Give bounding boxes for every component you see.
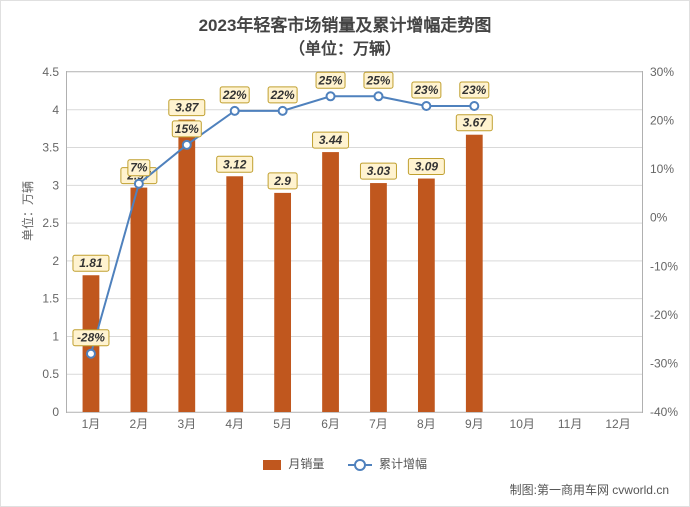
line-marker bbox=[231, 107, 239, 115]
svg-text:12月: 12月 bbox=[605, 417, 630, 431]
svg-text:3.03: 3.03 bbox=[367, 164, 391, 178]
svg-text:1.5: 1.5 bbox=[42, 292, 59, 306]
svg-text:8月: 8月 bbox=[417, 417, 436, 431]
svg-text:1.81: 1.81 bbox=[79, 256, 103, 270]
svg-text:2.5: 2.5 bbox=[42, 216, 59, 230]
svg-text:11月: 11月 bbox=[558, 417, 582, 431]
svg-text:3.87: 3.87 bbox=[175, 101, 200, 115]
svg-text:-28%: -28% bbox=[77, 331, 105, 345]
svg-text:23%: 23% bbox=[461, 83, 486, 97]
y1-axis-label: 单位：万辆 bbox=[19, 181, 36, 241]
svg-text:-40%: -40% bbox=[650, 405, 678, 419]
line-marker bbox=[374, 92, 382, 100]
svg-text:-30%: -30% bbox=[650, 356, 678, 370]
legend: 月销量 累计增幅 bbox=[1, 455, 689, 472]
svg-text:3.67: 3.67 bbox=[463, 116, 488, 130]
line-marker bbox=[327, 92, 335, 100]
legend-bar-swatch bbox=[263, 460, 281, 470]
svg-text:3月: 3月 bbox=[177, 417, 196, 431]
svg-text:7月: 7月 bbox=[369, 417, 388, 431]
svg-text:9月: 9月 bbox=[465, 417, 484, 431]
line-marker bbox=[183, 141, 191, 149]
svg-text:1: 1 bbox=[52, 329, 59, 343]
svg-text:0: 0 bbox=[52, 405, 59, 419]
svg-text:0.5: 0.5 bbox=[42, 367, 59, 381]
bar bbox=[370, 183, 387, 412]
svg-text:30%: 30% bbox=[650, 65, 674, 79]
svg-text:4.5: 4.5 bbox=[42, 65, 59, 79]
svg-text:3.09: 3.09 bbox=[415, 160, 439, 174]
legend-line-label: 累计增幅 bbox=[379, 457, 427, 471]
chart-subtitle: （单位：万辆） bbox=[1, 35, 689, 59]
bar bbox=[466, 135, 483, 412]
legend-line-marker-icon bbox=[354, 459, 366, 471]
bar bbox=[322, 152, 339, 412]
svg-text:22%: 22% bbox=[270, 88, 295, 102]
legend-line-item: 累计增幅 bbox=[348, 455, 427, 472]
svg-text:10%: 10% bbox=[650, 162, 674, 176]
svg-text:25%: 25% bbox=[365, 73, 390, 87]
svg-text:22%: 22% bbox=[222, 88, 247, 102]
legend-line-swatch bbox=[348, 464, 372, 466]
svg-text:20%: 20% bbox=[650, 114, 674, 128]
svg-text:3.5: 3.5 bbox=[42, 141, 59, 155]
svg-text:2月: 2月 bbox=[130, 417, 149, 431]
bar bbox=[274, 193, 291, 412]
plot-area: 00.511.522.533.544.5-40%-30%-20%-10%0%10… bbox=[66, 71, 643, 413]
chart-credit: 制图:第一商用车网 cvworld.cn bbox=[510, 481, 669, 498]
chart-title: 2023年轻客市场销量及累计增幅走势图 bbox=[1, 11, 689, 36]
line-marker bbox=[422, 102, 430, 110]
svg-text:0%: 0% bbox=[650, 211, 668, 225]
bar bbox=[226, 176, 243, 412]
line-marker bbox=[135, 180, 143, 188]
svg-text:1月: 1月 bbox=[82, 417, 101, 431]
svg-text:6月: 6月 bbox=[321, 417, 340, 431]
bar bbox=[178, 120, 195, 412]
bar bbox=[418, 179, 435, 412]
svg-text:2.9: 2.9 bbox=[273, 174, 291, 188]
chart-container: 2023年轻客市场销量及累计增幅走势图 （单位：万辆） 单位：万辆 00.511… bbox=[0, 0, 690, 507]
svg-text:25%: 25% bbox=[318, 73, 343, 87]
bar bbox=[130, 188, 147, 412]
svg-text:7%: 7% bbox=[130, 161, 148, 175]
svg-text:2: 2 bbox=[52, 254, 59, 268]
svg-text:-10%: -10% bbox=[650, 259, 678, 273]
line-marker bbox=[279, 107, 287, 115]
svg-text:15%: 15% bbox=[175, 122, 199, 136]
svg-text:3: 3 bbox=[52, 178, 59, 192]
svg-text:3.12: 3.12 bbox=[223, 157, 247, 171]
svg-text:3.44: 3.44 bbox=[319, 133, 343, 147]
svg-text:-20%: -20% bbox=[650, 308, 678, 322]
svg-text:4月: 4月 bbox=[225, 417, 244, 431]
svg-text:23%: 23% bbox=[413, 83, 438, 97]
line-marker bbox=[470, 102, 478, 110]
legend-bar-item: 月销量 bbox=[263, 455, 324, 472]
legend-bar-label: 月销量 bbox=[288, 457, 324, 471]
svg-text:5月: 5月 bbox=[273, 417, 292, 431]
svg-text:10月: 10月 bbox=[510, 417, 535, 431]
svg-text:4: 4 bbox=[52, 103, 59, 117]
line-marker bbox=[87, 350, 95, 358]
